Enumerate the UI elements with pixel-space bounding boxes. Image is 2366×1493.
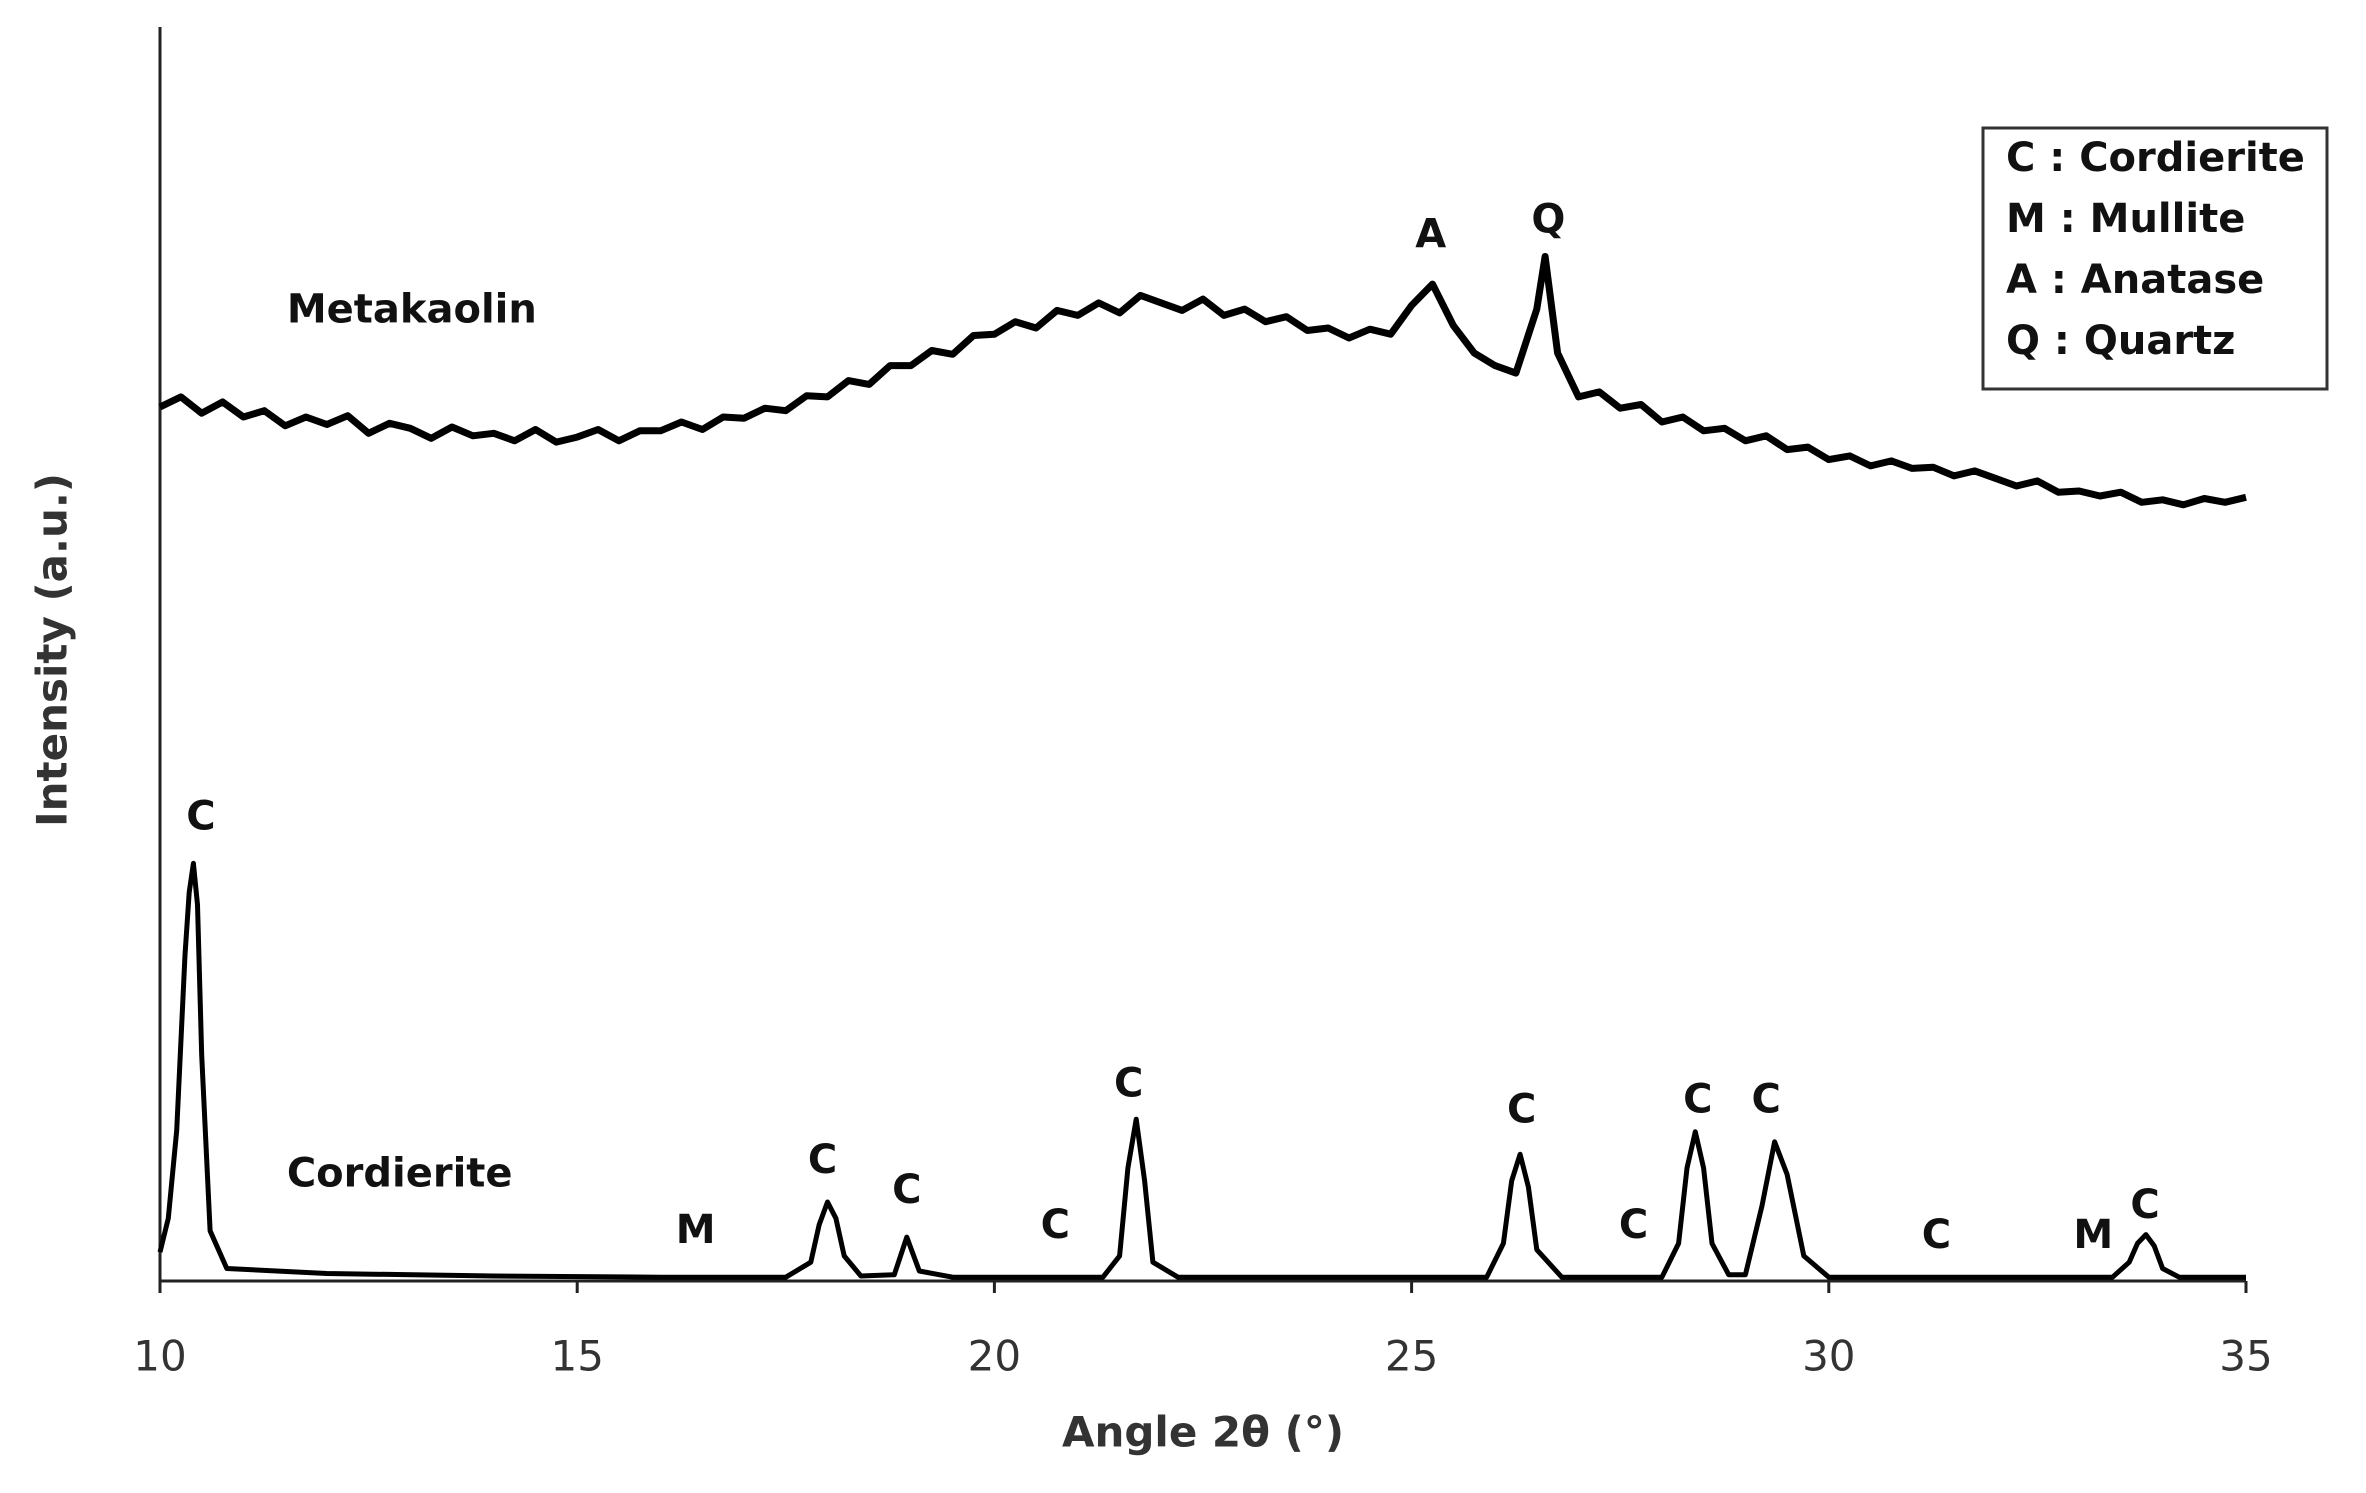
x-tick-label: 30 xyxy=(1802,1332,1855,1381)
peak-label: C xyxy=(1922,1212,1951,1258)
x-axis-title: Angle 2θ (°) xyxy=(1062,1408,1344,1457)
series-line xyxy=(158,253,2247,509)
x-tick-label: 25 xyxy=(1385,1332,1438,1381)
peak-label: C xyxy=(186,793,215,839)
peak-label: M xyxy=(2073,1212,2113,1258)
x-tick-label: 20 xyxy=(968,1332,1021,1381)
series-label: Cordierite xyxy=(287,1151,513,1197)
x-tick-label: 10 xyxy=(133,1332,186,1381)
x-tick-label: 15 xyxy=(550,1332,603,1381)
peak-label: C xyxy=(2130,1182,2159,1228)
series-line xyxy=(157,860,2246,1280)
peak-label: M xyxy=(676,1207,716,1253)
peak-label: C xyxy=(808,1137,837,1183)
legend-box xyxy=(1981,126,2329,391)
peak-label: C xyxy=(1683,1077,1712,1123)
peak-label: Q xyxy=(1531,196,1565,242)
legend-entry: A : Anatase xyxy=(2006,257,2264,303)
legend-entry: M : Mullite xyxy=(2006,196,2245,242)
peak-label: C xyxy=(1507,1087,1536,1133)
peak-label: C xyxy=(1041,1202,1070,1248)
legend-entry: Q : Quartz xyxy=(2006,318,2235,364)
peak-label: C xyxy=(892,1167,921,1213)
peak-label: C xyxy=(1619,1202,1648,1248)
legend-entry: C : Cordierite xyxy=(2006,135,2305,181)
peak-label: A xyxy=(1415,211,1446,257)
y-axis-title: Intensity (a.u.) xyxy=(28,473,77,827)
x-tick-label: 35 xyxy=(2219,1332,2272,1381)
peak-label: C xyxy=(1752,1077,1781,1123)
peak-label: C xyxy=(1114,1060,1143,1106)
series-label: Metakaolin xyxy=(287,287,537,333)
